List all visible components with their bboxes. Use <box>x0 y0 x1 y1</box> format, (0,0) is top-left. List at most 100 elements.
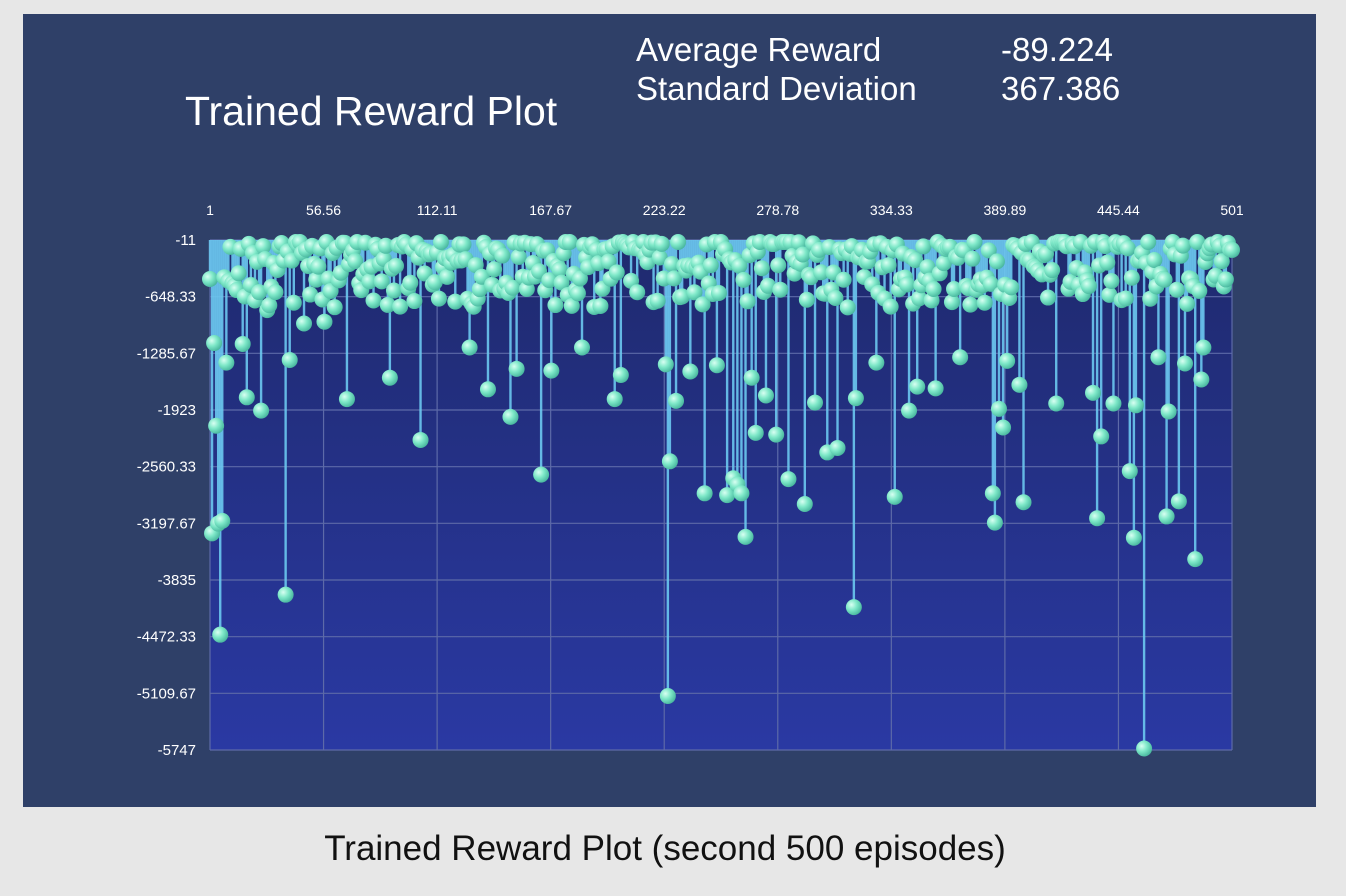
reward-point <box>1121 463 1138 480</box>
reward-point <box>901 402 918 419</box>
reward-point <box>600 253 617 270</box>
reward-point <box>553 274 570 291</box>
reward-point <box>1179 295 1196 312</box>
reward-point <box>657 356 674 373</box>
reward-point <box>653 235 670 252</box>
reward-point <box>508 360 525 377</box>
reward-point <box>986 514 1003 531</box>
reward-point <box>1101 286 1118 303</box>
reward-point <box>708 357 725 374</box>
reward-point <box>1160 403 1177 420</box>
reward-point <box>1213 253 1230 270</box>
y-tick-label: -2560.33 <box>137 459 196 476</box>
reward-point <box>651 249 668 266</box>
reward-point <box>899 276 916 293</box>
reward-point <box>338 391 355 408</box>
reward-point <box>845 599 862 616</box>
y-tick-label: -1923 <box>158 402 196 419</box>
reward-point <box>296 315 313 332</box>
reward-point <box>412 431 429 448</box>
reward-point <box>1040 289 1057 306</box>
reward-point <box>935 255 952 272</box>
reward-point <box>510 248 527 265</box>
reward-point <box>835 271 852 288</box>
reward-point <box>373 273 390 290</box>
x-tick-label: 1 <box>206 202 214 218</box>
reward-point <box>1150 349 1167 366</box>
reward-point <box>946 280 963 297</box>
reward-point <box>208 417 225 434</box>
reward-point <box>719 487 736 504</box>
x-tick-label: 223.22 <box>643 202 686 218</box>
reward-point <box>308 271 325 288</box>
reward-point <box>592 297 609 314</box>
reward-point <box>1191 282 1208 299</box>
reward-point <box>316 313 333 330</box>
reward-point <box>1011 376 1028 393</box>
reward-point <box>999 352 1016 369</box>
x-tick-label: 389.89 <box>983 202 1026 218</box>
reward-point <box>668 392 685 409</box>
reward-point <box>796 495 813 512</box>
reward-point <box>479 381 496 398</box>
reward-point <box>735 271 752 288</box>
reward-point <box>1125 529 1142 546</box>
reward-point <box>281 351 298 368</box>
reward-point <box>388 257 405 274</box>
x-tick-label: 167.67 <box>529 202 572 218</box>
reward-point <box>426 274 443 291</box>
reward-point <box>447 293 464 310</box>
reward-point <box>326 299 343 316</box>
reward-point <box>661 453 678 470</box>
average-reward-value: -89.224 <box>1001 31 1113 68</box>
reward-point <box>847 390 864 407</box>
reward-point <box>1170 493 1187 510</box>
x-tick-label: 112.11 <box>417 202 458 218</box>
reward-point <box>798 291 815 308</box>
reward-point <box>1195 339 1212 356</box>
reward-point <box>392 298 409 315</box>
reward-point <box>1127 397 1144 414</box>
reward-point <box>347 253 364 270</box>
reward-point <box>212 626 229 643</box>
reward-point <box>543 362 560 379</box>
reward-point <box>471 281 488 298</box>
reward-point <box>696 485 713 502</box>
reward-point <box>365 292 382 309</box>
reward-point <box>988 253 1005 270</box>
reward-point <box>665 270 682 287</box>
reward-point <box>702 257 719 274</box>
y-tick-label: -5109.67 <box>137 685 196 702</box>
reward-point <box>639 254 656 271</box>
reward-point <box>218 354 235 371</box>
reward-point <box>377 237 394 254</box>
reward-point <box>839 299 856 316</box>
reward-point <box>772 281 789 298</box>
reward-point <box>943 294 960 311</box>
x-tick-label: 56.56 <box>306 202 341 218</box>
reward-point <box>780 471 797 488</box>
reward-point <box>747 424 764 441</box>
reward-point <box>238 389 255 406</box>
reward-point <box>1089 510 1106 527</box>
reward-point <box>868 354 885 371</box>
reward-point <box>563 297 580 314</box>
reward-point <box>1093 428 1110 445</box>
reward-point <box>214 512 231 529</box>
reward-point <box>261 297 278 314</box>
reward-point <box>385 282 402 299</box>
y-tick-label: -5747 <box>158 742 196 759</box>
reward-point <box>980 242 997 259</box>
reward-point <box>909 378 926 395</box>
reward-point <box>608 264 625 281</box>
reward-point <box>1044 262 1061 279</box>
reward-point <box>285 294 302 311</box>
reward-point <box>1136 740 1153 757</box>
reward-point <box>230 265 247 282</box>
reward-point <box>251 284 268 301</box>
reward-point <box>649 292 666 309</box>
reward-point <box>1142 290 1159 307</box>
reward-point <box>1189 234 1206 250</box>
reward-point <box>494 247 511 264</box>
reward-point <box>710 284 727 301</box>
